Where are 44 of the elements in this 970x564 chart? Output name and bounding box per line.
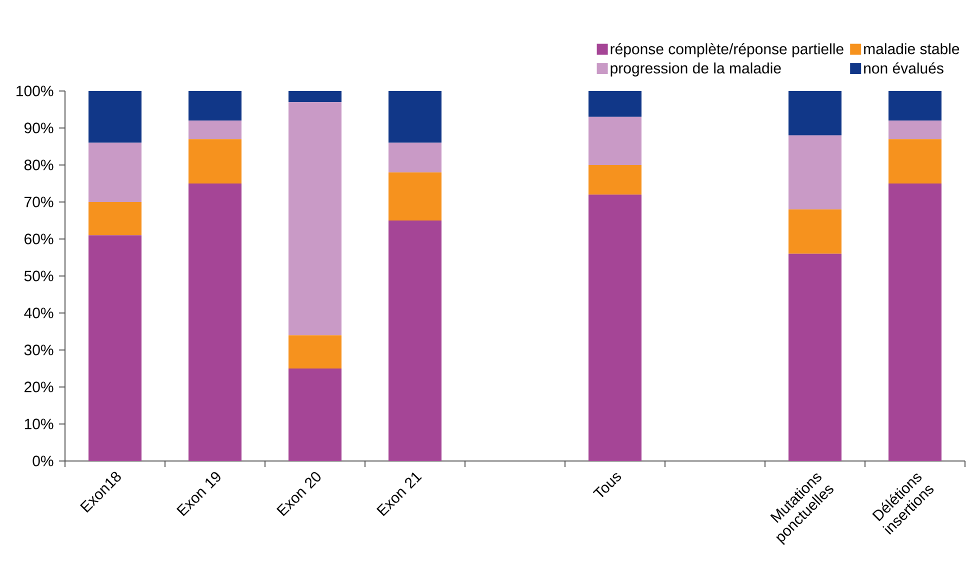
bar [188, 120, 242, 140]
bar [88, 235, 142, 461]
bar [588, 90, 642, 117]
y-tick-label: 90% [24, 122, 54, 134]
bar [888, 90, 942, 121]
bar [188, 139, 242, 184]
y-tick-label: 30% [24, 344, 54, 356]
legend-label: progression de la maladie [610, 62, 781, 76]
x-tick-label: Tous [592, 473, 622, 498]
bar [588, 164, 642, 195]
y-tick-label: 10% [24, 418, 54, 430]
bar [888, 139, 942, 184]
y-tick-label: 80% [24, 160, 54, 170]
y-tick-label: 40% [24, 308, 54, 318]
bar [288, 90, 342, 102]
bar [88, 90, 142, 143]
bar [188, 183, 242, 461]
bar [288, 368, 342, 461]
bar [888, 120, 942, 140]
y-tick-label: 20% [24, 382, 54, 392]
bar [288, 102, 342, 336]
bar [388, 172, 442, 220]
bar [388, 142, 442, 172]
legend-label: non évalués [864, 62, 944, 74]
bar [788, 209, 842, 254]
bar [788, 254, 842, 461]
bar [288, 335, 342, 368]
bar [388, 90, 442, 143]
bar [788, 90, 842, 136]
y-tick-label: 0% [32, 456, 54, 466]
bar [788, 135, 842, 210]
y-tick-label: 60% [24, 234, 54, 244]
bar [588, 194, 642, 461]
y-tick-label: 70% [24, 196, 54, 208]
legend-label: réponse complète/réponse partielle [610, 43, 844, 58]
bar [388, 220, 442, 461]
bar [188, 90, 242, 121]
bar [888, 183, 942, 461]
legend-label: maladie stable [864, 43, 960, 54]
y-tick-label: 100% [16, 86, 54, 96]
y-tick-label: 50% [24, 270, 54, 282]
bar [88, 202, 142, 236]
bar [88, 142, 142, 202]
bar [588, 116, 642, 165]
